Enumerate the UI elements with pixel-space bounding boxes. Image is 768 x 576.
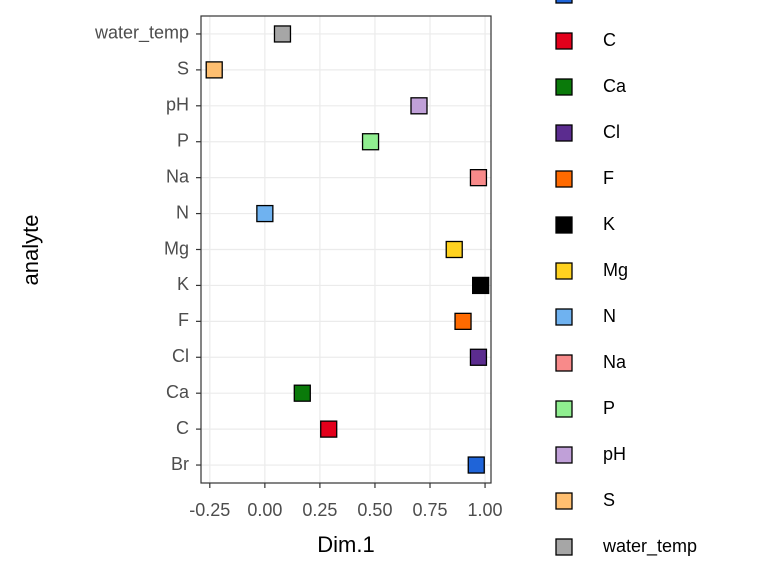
x-tick-label: 0.50 xyxy=(357,500,392,520)
y-axis-title: analyte xyxy=(18,215,43,286)
legend-key xyxy=(555,492,573,510)
legend-label: N xyxy=(603,306,616,326)
point xyxy=(454,312,472,330)
y-tick-label: pH xyxy=(166,95,189,115)
point xyxy=(293,384,311,402)
legend-label: K xyxy=(603,214,615,234)
legend-key xyxy=(555,538,573,556)
y-tick-label: C xyxy=(176,418,189,438)
point xyxy=(445,240,463,259)
y-tick-label: F xyxy=(178,310,189,330)
legend-key xyxy=(555,0,573,4)
legend-key xyxy=(555,216,573,234)
legend-label: water_temp xyxy=(602,536,697,557)
legend-label: Ca xyxy=(603,76,627,96)
point xyxy=(320,420,338,438)
x-tick-label: 1.00 xyxy=(468,500,503,520)
legend-label: S xyxy=(603,490,615,510)
legend-label: pH xyxy=(603,444,626,464)
legend-key xyxy=(555,124,573,142)
y-tick-label: N xyxy=(176,202,189,222)
x-tick-label: 0.00 xyxy=(247,500,282,520)
legend-key xyxy=(555,262,573,280)
point xyxy=(410,97,428,115)
legend-label: C xyxy=(603,30,616,50)
y-tick-label: K xyxy=(177,274,189,294)
legend-key xyxy=(555,446,573,464)
legend-label: P xyxy=(603,398,615,418)
y-tick-label: Cl xyxy=(172,346,189,366)
y-tick-label: Na xyxy=(166,166,190,186)
point xyxy=(469,348,488,366)
y-tick-label: water_temp xyxy=(94,23,189,44)
point xyxy=(256,204,274,223)
y-tick-label: Br xyxy=(171,454,189,474)
y-tick-label: S xyxy=(177,59,189,79)
x-tick-label: -0.25 xyxy=(189,500,230,520)
legend-key xyxy=(555,78,573,96)
legend-label: Cl xyxy=(603,122,620,142)
point xyxy=(273,25,292,43)
panel-border xyxy=(200,15,492,484)
legend-label: Na xyxy=(603,352,627,372)
point xyxy=(205,61,223,79)
x-tick-label: 0.25 xyxy=(302,500,337,520)
x-tick-label: 0.75 xyxy=(412,500,447,520)
legend-label: Br xyxy=(603,0,621,4)
y-tick-label: Ca xyxy=(166,382,190,402)
legend-key xyxy=(555,170,573,188)
legend-key xyxy=(555,354,573,372)
legend-key xyxy=(555,308,573,326)
legend-label: F xyxy=(603,168,614,188)
y-tick-label: Mg xyxy=(164,238,189,258)
point xyxy=(469,169,488,187)
point xyxy=(467,456,485,474)
legend-key xyxy=(555,32,573,50)
point xyxy=(472,276,490,295)
x-axis-title: Dim.1 xyxy=(317,532,374,557)
point xyxy=(361,133,380,151)
legend-label: Mg xyxy=(603,260,628,280)
legend-key xyxy=(555,400,573,418)
y-tick-label: P xyxy=(177,130,189,150)
